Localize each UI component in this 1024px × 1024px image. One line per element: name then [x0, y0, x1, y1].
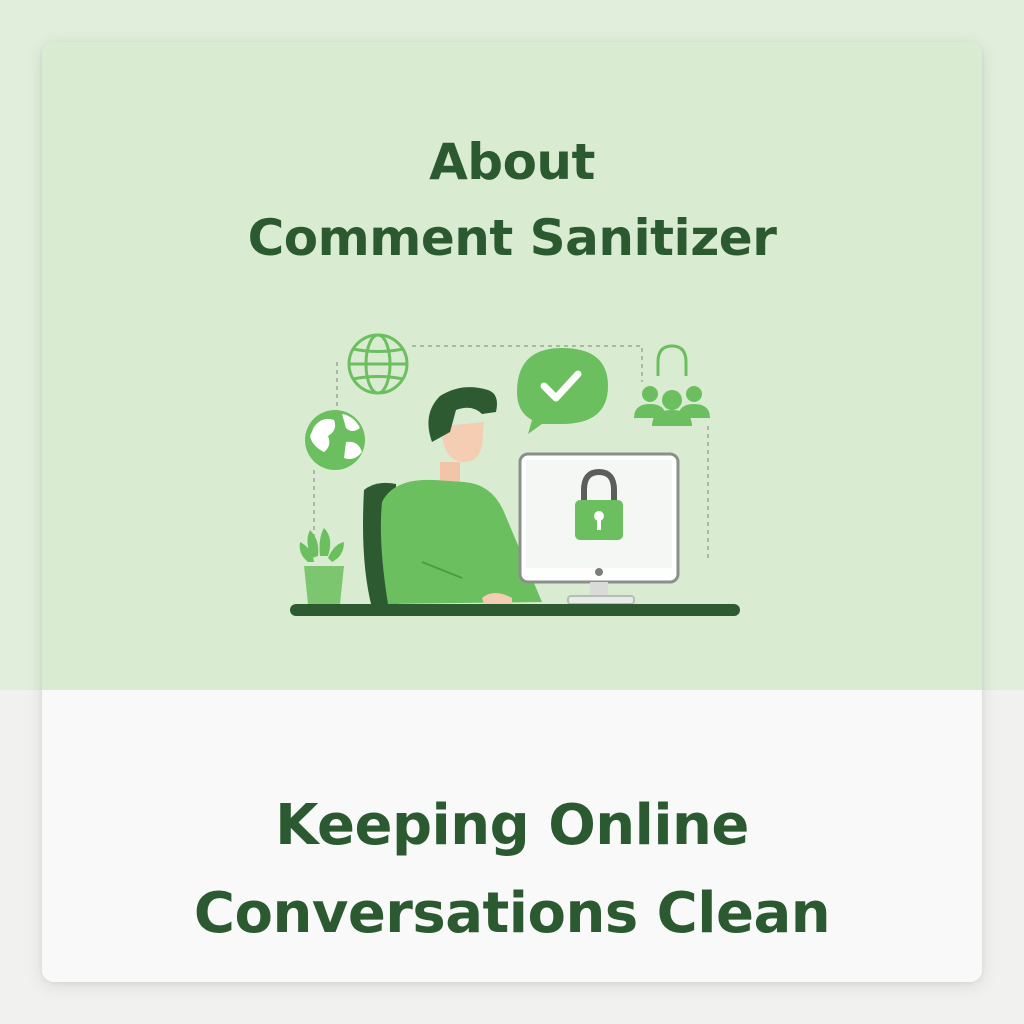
- globe-icon: [347, 333, 409, 395]
- title-line-1: About: [429, 133, 595, 191]
- tagline-line-2: Conversations Clean: [193, 881, 831, 946]
- title-line-2: Comment Sanitizer: [247, 209, 777, 267]
- card-footer-section: [42, 690, 982, 982]
- person-icon: [380, 387, 542, 604]
- earth-icon: [305, 410, 365, 470]
- desk: [290, 604, 740, 616]
- hero-illustration: [290, 333, 740, 616]
- tagline: Keeping Online Conversations Clean: [42, 782, 982, 958]
- plant-icon: [299, 528, 344, 604]
- chat-check-icon: [517, 348, 608, 434]
- users-icon: [634, 344, 710, 426]
- connector-lines: [313, 345, 709, 562]
- tagline-line-1: Keeping Online: [275, 793, 749, 858]
- about-card: About Comment Sanitizer: [42, 42, 982, 982]
- lock-icon: [575, 468, 623, 540]
- page-title: About Comment Sanitizer: [42, 124, 982, 276]
